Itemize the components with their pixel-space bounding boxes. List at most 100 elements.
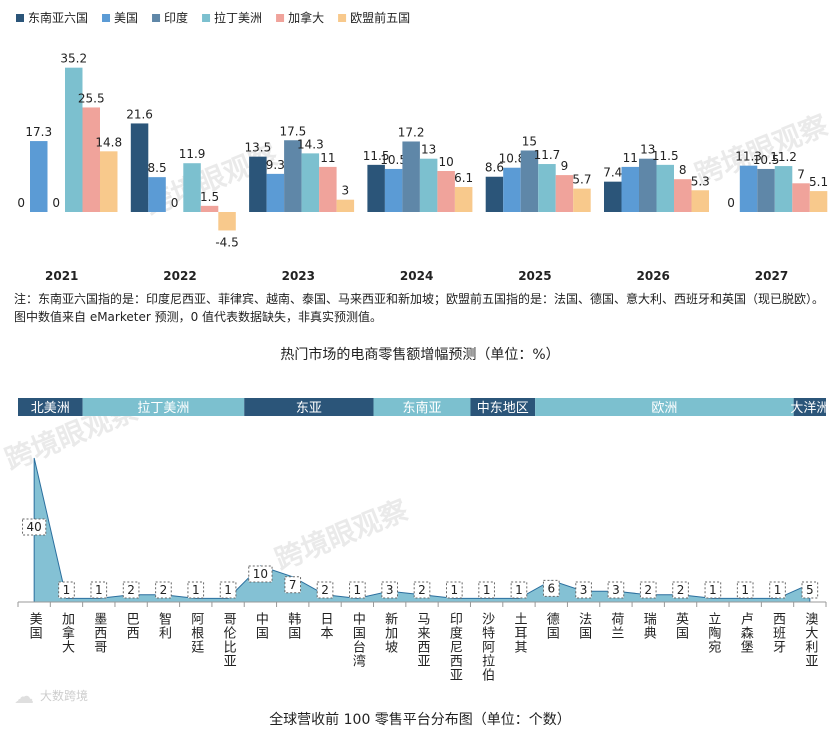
value-label: 14.3 [297, 137, 324, 151]
value-label: 7 [289, 578, 297, 592]
value-label: 6.1 [454, 171, 473, 185]
region-label: 拉丁美洲 [137, 401, 189, 416]
bar [336, 199, 355, 212]
x-tick-label: 2025 [518, 269, 551, 283]
value-label: 13.5 [244, 141, 271, 155]
x-tick-label: 法国 [576, 612, 592, 640]
value-label: 2 [160, 583, 168, 597]
value-label: 11 [623, 151, 638, 165]
value-label: 10 [439, 155, 454, 169]
label-box [801, 581, 819, 599]
region-band [535, 398, 794, 416]
value-label: 15 [522, 135, 537, 149]
value-label: 3 [612, 583, 620, 597]
x-tick-label: 美国 [27, 612, 43, 640]
region-label: 中东地区 [477, 401, 529, 416]
value-label: 3 [342, 184, 350, 198]
x-tick-label: 英国 [673, 612, 689, 640]
x-tick-label: 立陶宛 [705, 612, 721, 654]
bar [538, 164, 556, 212]
value-label: 1 [63, 583, 71, 597]
label-box [542, 579, 560, 597]
bar [520, 150, 539, 212]
bar [249, 156, 267, 212]
chart-title: 热门市场的电商零售额增幅预测（单位：%） [280, 346, 559, 363]
value-label: 11 [320, 151, 335, 165]
value-label: 17.2 [398, 125, 425, 139]
bar [30, 141, 48, 212]
value-label: 7 [797, 167, 805, 181]
label-box [736, 581, 754, 599]
bar [792, 183, 810, 212]
value-label: 10 [253, 567, 268, 581]
region-label: 东亚 [296, 401, 322, 416]
x-tick-label: 2023 [282, 269, 315, 283]
value-label: 1 [709, 583, 717, 597]
x-tick-label: 德国 [544, 612, 560, 640]
x-tick-label: 阿根廷 [188, 612, 204, 654]
region-band [82, 398, 245, 416]
value-label: -4.5 [215, 235, 238, 249]
value-label: 7.4 [603, 166, 622, 180]
value-label: 1 [774, 583, 782, 597]
x-tick-label: 加拿大 [59, 612, 75, 654]
x-tick-label: 智利 [156, 612, 172, 640]
bar [100, 151, 118, 212]
value-label: 14.8 [95, 135, 122, 149]
x-tick-label: 印度尼西亚 [447, 612, 463, 682]
x-tick-label: 中国 [253, 612, 268, 640]
x-tick-label: 2027 [755, 269, 788, 283]
x-tick-label: 马来西亚 [415, 612, 431, 668]
label-box [672, 581, 689, 599]
x-tick-label: 新加坡 [382, 611, 398, 654]
label-box [413, 581, 431, 599]
bar [200, 205, 219, 212]
value-label: 3 [580, 583, 588, 597]
value-label: 9 [561, 159, 569, 173]
bar [674, 179, 692, 212]
x-tick-label: 卢森堡 [738, 611, 754, 654]
value-label: 1 [192, 583, 200, 597]
region-label: 北美洲 [31, 401, 70, 416]
legend-swatch [102, 14, 111, 22]
x-tick-label: 墨西哥 [91, 612, 107, 654]
value-label: 5.7 [572, 173, 591, 187]
value-label: 8.6 [485, 161, 504, 175]
value-label: 10.5 [753, 153, 780, 167]
value-label: 3 [386, 583, 394, 597]
value-label: 11.7 [534, 148, 561, 162]
region-band [373, 398, 471, 416]
label-box [155, 581, 172, 599]
label-box [349, 581, 366, 599]
legend-label: 东南亚六国 [28, 10, 88, 25]
value-label: 1.5 [200, 190, 219, 204]
x-tick-label: 2022 [163, 269, 196, 283]
x-tick-label: 澳大利亚 [802, 611, 818, 668]
label-box [510, 581, 528, 599]
legend-swatch [338, 14, 347, 22]
legend-label: 拉丁美洲 [214, 10, 262, 25]
bar [148, 177, 166, 212]
value-label: 11.2 [770, 150, 797, 164]
legend-label: 欧盟前五国 [350, 10, 410, 25]
label-box [90, 581, 108, 599]
value-label: 1 [483, 583, 491, 597]
region-label: 大洋洲 [790, 401, 829, 416]
region-label: 欧洲 [651, 401, 677, 416]
value-label: 0 [52, 196, 60, 210]
bar [555, 175, 574, 212]
bar [402, 141, 420, 212]
legend-swatch [152, 14, 161, 22]
value-label: 0 [17, 196, 25, 210]
note-box: 注：东南亚六国指的是：印度尼西亚、菲律宾、越南、泰国、马来西亚和新加坡；欧盟前五… [14, 292, 824, 324]
value-label: 5.3 [691, 174, 710, 188]
label-box [187, 581, 205, 599]
value-label: 9.3 [266, 158, 285, 172]
bar [301, 153, 320, 212]
value-label: 8 [679, 163, 687, 177]
label-box [58, 581, 75, 599]
x-tick-label: 韩国 [285, 612, 301, 640]
bar [739, 165, 758, 212]
label-box [639, 581, 657, 599]
